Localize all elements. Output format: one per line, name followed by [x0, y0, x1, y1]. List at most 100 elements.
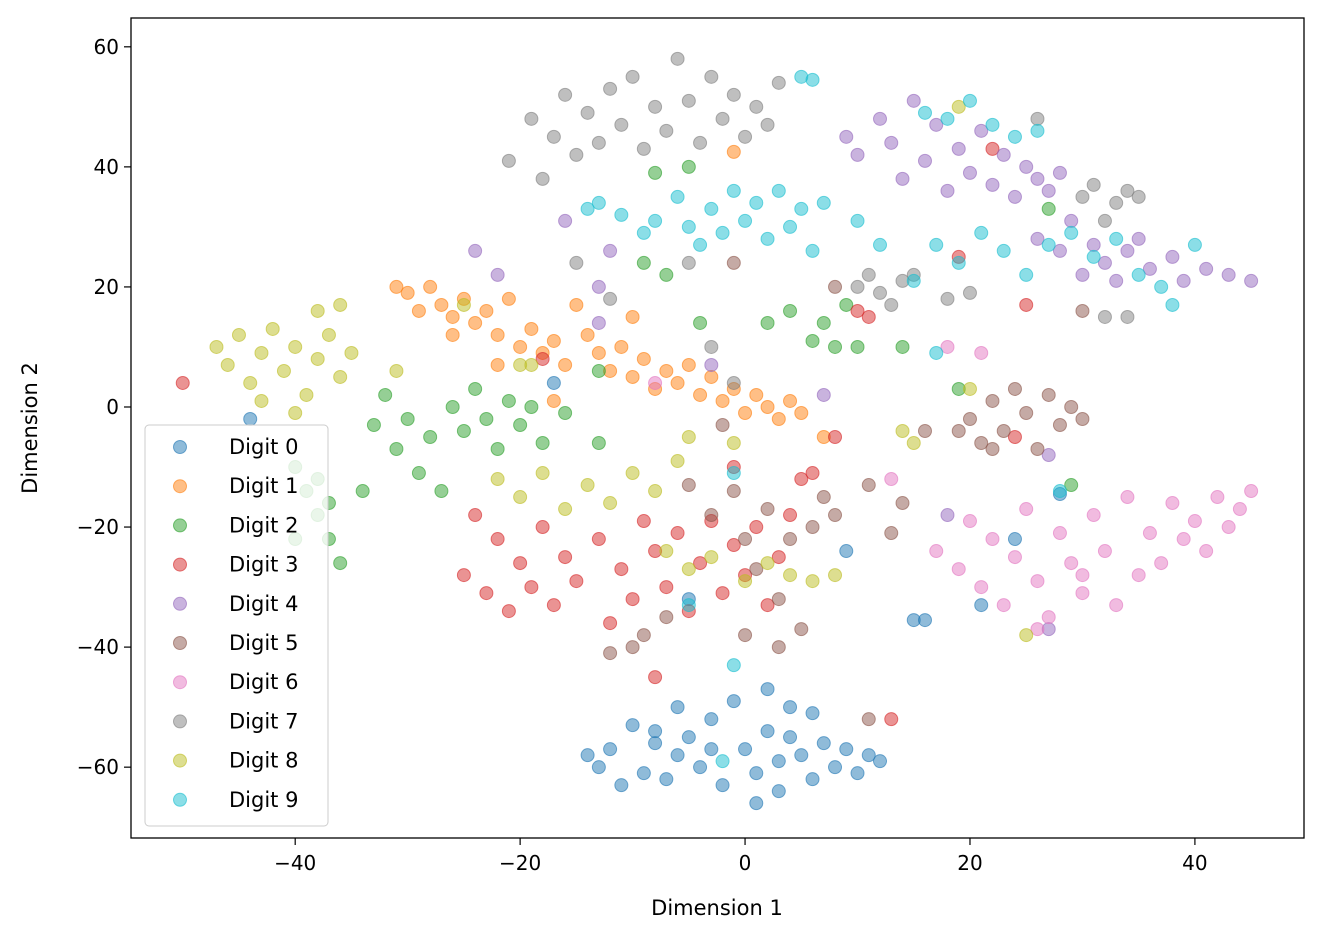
point-digit-2 [445, 399, 460, 414]
point-digit-1 [580, 327, 595, 342]
point-digit-6 [996, 598, 1011, 613]
point-digit-1 [546, 393, 561, 408]
point-digit-6 [1086, 508, 1101, 523]
point-digit-5 [760, 502, 775, 517]
point-digit-8 [625, 466, 640, 481]
point-digit-0 [828, 760, 843, 775]
point-digit-5 [771, 592, 786, 607]
point-digit-3 [468, 508, 483, 523]
point-digit-2 [366, 417, 381, 432]
point-digit-4 [1064, 213, 1079, 228]
point-digit-3 [490, 532, 505, 547]
point-digit-6 [940, 339, 955, 354]
point-digit-1 [749, 387, 764, 402]
point-digit-1 [501, 291, 516, 306]
point-digit-4 [1052, 165, 1067, 180]
point-digit-0 [704, 712, 719, 727]
point-digit-8 [254, 393, 269, 408]
point-digit-0 [839, 544, 854, 559]
point-digit-0 [805, 706, 820, 721]
point-digit-2 [816, 315, 831, 330]
point-digit-9 [636, 225, 651, 240]
point-digit-6 [1097, 544, 1112, 559]
point-digit-0 [917, 613, 932, 628]
point-digit-2 [423, 430, 438, 445]
point-digit-9 [681, 219, 696, 234]
point-digit-6 [951, 562, 966, 577]
point-digit-7 [681, 93, 696, 108]
point-digit-7 [670, 51, 685, 66]
point-digit-7 [558, 87, 573, 102]
point-digit-1 [670, 375, 685, 390]
point-digit-5 [1019, 405, 1034, 420]
point-digit-7 [1075, 189, 1090, 204]
point-digit-1 [625, 369, 640, 384]
point-digit-0 [749, 766, 764, 781]
point-digit-3 [760, 598, 775, 613]
point-digit-1 [546, 333, 561, 348]
point-digit-8 [389, 363, 404, 378]
point-digit-8 [659, 544, 674, 559]
point-digit-4 [1221, 267, 1236, 282]
point-digit-8 [288, 405, 303, 420]
point-digit-9 [648, 213, 663, 228]
point-digit-5 [861, 478, 876, 493]
point-digit-9 [940, 111, 955, 126]
point-digit-4 [1244, 273, 1259, 288]
point-digit-6 [974, 580, 989, 595]
point-digit-7 [738, 129, 753, 144]
point-digit-6 [985, 532, 1000, 547]
point-digit-4 [816, 387, 831, 402]
point-digit-7 [569, 147, 584, 162]
point-digit-7 [962, 285, 977, 300]
y-axis-label: Dimension 2 [18, 362, 42, 494]
point-digit-6 [929, 544, 944, 559]
legend: Digit 0 Digit 1 Digit 2 Digit 3 Digit 4 Digit… [144, 424, 329, 827]
plot-frame [130, 17, 1305, 839]
point-digit-9 [1187, 237, 1202, 252]
point-digit-6 [1142, 526, 1157, 541]
point-digit-1 [591, 345, 606, 360]
point-digit-9 [715, 754, 730, 769]
point-digit-9 [681, 598, 696, 613]
point-digit-8 [524, 357, 539, 372]
point-digit-2 [513, 417, 528, 432]
point-digit-4 [490, 267, 505, 282]
point-digit-4 [1165, 249, 1180, 264]
point-digit-7 [625, 69, 640, 84]
point-digit-2 [1064, 478, 1079, 493]
point-digit-8 [490, 472, 505, 487]
point-digit-2 [828, 339, 843, 354]
point-digit-8 [783, 568, 798, 583]
point-digit-7 [648, 99, 663, 114]
point-digit-5 [861, 712, 876, 727]
point-digit-0 [760, 682, 775, 697]
y-tick-label: −40 [77, 635, 119, 659]
point-digit-3 [794, 472, 809, 487]
point-digit-0 [243, 411, 258, 426]
point-digit-0 [670, 748, 685, 763]
point-digit-1 [771, 411, 786, 426]
y-tick-label: 0 [106, 395, 119, 419]
point-digit-2 [479, 411, 494, 426]
point-digit-5 [681, 478, 696, 493]
point-digit-0 [704, 742, 719, 757]
point-digit-9 [996, 243, 1011, 258]
legend-marker [173, 518, 187, 533]
point-digit-2 [895, 339, 910, 354]
point-digit-1 [760, 399, 775, 414]
point-digit-9 [726, 658, 741, 673]
point-digit-0 [794, 748, 809, 763]
point-digit-3 [524, 580, 539, 595]
scatter-points [175, 51, 1259, 811]
point-digit-3 [501, 604, 516, 619]
point-digit-7 [884, 297, 899, 312]
point-digit-9 [670, 189, 685, 204]
point-digit-6 [1165, 496, 1180, 511]
point-digit-0 [816, 736, 831, 751]
point-digit-5 [1075, 303, 1090, 318]
point-digit-8 [603, 496, 618, 511]
point-digit-1 [569, 297, 584, 312]
point-digit-1 [445, 327, 460, 342]
point-digit-4 [974, 123, 989, 138]
